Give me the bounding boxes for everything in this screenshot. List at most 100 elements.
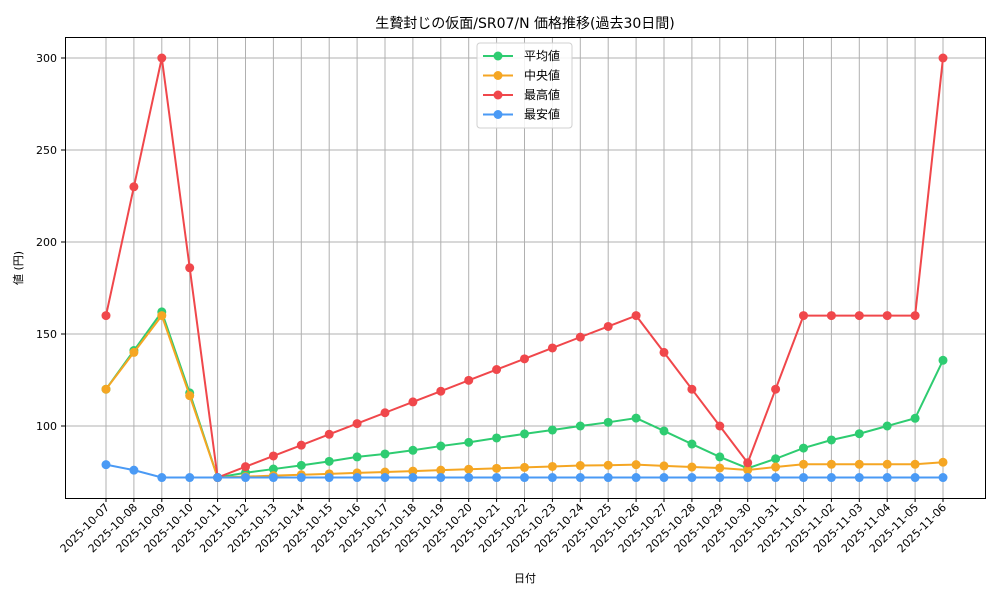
legend-item: 中央値 — [483, 68, 560, 83]
data-point — [464, 473, 474, 483]
data-point — [324, 473, 334, 483]
data-point — [882, 459, 892, 469]
legend-label: 中央値 — [524, 68, 560, 83]
chart-title: 生贄封じの仮面/SR07/N 価格推移(過去30日間) — [375, 15, 675, 32]
data-point — [743, 458, 753, 468]
data-point — [408, 473, 418, 483]
data-point — [910, 473, 920, 483]
data-point — [296, 473, 306, 483]
data-point — [157, 311, 167, 321]
data-point — [436, 441, 446, 451]
data-point — [687, 384, 697, 394]
data-point — [882, 421, 892, 431]
x-axis-label: 日付 — [514, 572, 536, 585]
data-point — [547, 473, 557, 483]
data-point — [520, 473, 529, 483]
data-point — [129, 347, 139, 357]
data-point — [436, 465, 446, 475]
data-point — [547, 461, 557, 471]
data-point — [547, 425, 557, 435]
data-point — [938, 457, 948, 467]
data-point — [938, 355, 948, 365]
legend-marker-icon — [493, 51, 503, 61]
data-point — [324, 429, 334, 439]
data-point — [352, 419, 362, 429]
data-point — [854, 459, 864, 469]
data-point — [771, 454, 781, 464]
data-point — [882, 311, 892, 321]
y-axis-ticks: 100 150 200 250 300 — [36, 52, 65, 433]
data-point — [826, 435, 836, 445]
data-point — [631, 473, 641, 483]
data-point — [659, 473, 669, 483]
data-point — [408, 445, 418, 455]
legend-marker-icon — [493, 90, 503, 100]
data-point — [826, 311, 836, 321]
data-point — [910, 413, 920, 423]
data-point — [380, 473, 390, 483]
data-point — [296, 460, 306, 470]
data-point — [575, 473, 585, 483]
series-2 — [101, 53, 948, 483]
data-point — [296, 440, 306, 450]
legend-item: 最高値 — [483, 87, 560, 102]
data-point — [492, 473, 502, 483]
data-point — [380, 408, 390, 418]
y-tick-label: 250 — [36, 144, 57, 157]
legend-marker-icon — [493, 71, 503, 80]
data-point — [687, 462, 697, 472]
legend-marker-icon — [493, 110, 503, 119]
data-point — [603, 473, 613, 483]
data-point — [631, 311, 641, 321]
data-point — [520, 354, 529, 364]
data-point — [464, 464, 474, 474]
data-point — [715, 463, 725, 473]
data-point — [436, 473, 446, 483]
data-point — [938, 473, 948, 483]
y-tick-label: 100 — [36, 420, 57, 433]
data-point — [687, 439, 697, 449]
y-tick-label: 150 — [36, 328, 57, 341]
data-point — [185, 473, 195, 483]
data-point — [352, 452, 362, 462]
data-point — [938, 53, 948, 63]
data-point — [129, 465, 139, 475]
data-point — [771, 473, 781, 483]
data-point — [268, 451, 278, 461]
data-point — [743, 465, 753, 475]
data-point — [603, 460, 613, 470]
data-point — [464, 375, 474, 385]
data-point — [101, 384, 111, 394]
data-point — [547, 343, 557, 353]
data-point — [854, 429, 864, 439]
data-point — [603, 417, 613, 427]
data-point — [659, 426, 669, 436]
data-point — [268, 473, 278, 483]
data-point — [520, 429, 529, 439]
data-point — [826, 459, 836, 469]
data-point — [910, 459, 920, 469]
data-point — [408, 397, 418, 407]
data-point — [408, 466, 418, 476]
data-point — [241, 473, 250, 483]
data-point — [464, 437, 474, 447]
y-tick-label: 200 — [36, 236, 57, 249]
data-point — [324, 456, 334, 466]
grid-lines — [66, 38, 985, 498]
series-layer — [101, 53, 948, 483]
data-point — [687, 473, 697, 483]
data-point — [715, 473, 725, 483]
data-point — [854, 311, 864, 321]
data-point — [799, 443, 808, 453]
data-point — [799, 311, 808, 321]
data-point — [743, 473, 753, 483]
data-point — [771, 462, 781, 472]
data-point — [882, 473, 892, 483]
data-point — [659, 461, 669, 471]
legend-label: 平均値 — [524, 48, 560, 63]
data-point — [380, 449, 390, 459]
x-axis-ticks: 2025-10-072025-10-082025-10-092025-10-10… — [58, 498, 949, 555]
y-axis-label: 値 (円) — [12, 251, 25, 285]
